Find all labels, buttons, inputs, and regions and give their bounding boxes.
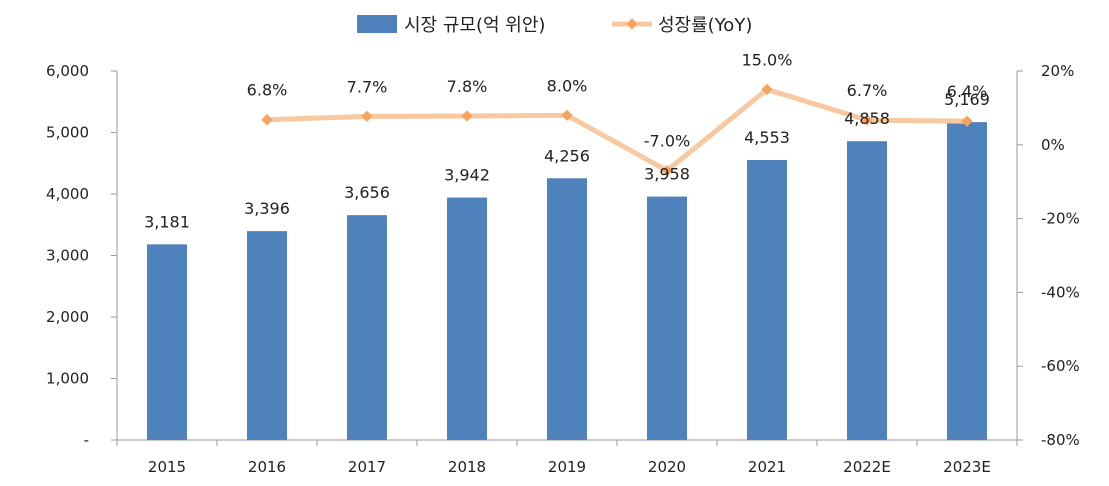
bar-value-label: 3,942 <box>444 166 490 185</box>
axes: - 1,000 2,000 3,000 4,000 5,000 6,000 -80% -60% -… <box>46 62 1080 476</box>
growth-value-label: 6.7% <box>847 81 888 100</box>
growth-marker <box>461 110 473 122</box>
legend-bar-label: 시장 규모(억 위안) <box>404 15 545 36</box>
legend-line-label: 성장률(YoY) <box>658 15 752 36</box>
y-left-tick-label: 1,000 <box>46 370 89 388</box>
bar <box>847 141 887 440</box>
y-right-tick-label: -60% <box>1041 357 1080 375</box>
growth-value-label: 7.8% <box>447 77 488 96</box>
growth-value-label: 6.4% <box>947 82 988 101</box>
bar <box>147 244 187 440</box>
bar-series <box>147 122 987 441</box>
bar-value-label: 4,858 <box>844 109 890 128</box>
y-left-tick-label: 5,000 <box>46 124 89 142</box>
bar <box>347 215 387 440</box>
y-left-tick-label: 3,000 <box>46 247 89 265</box>
y-right-tick-label: -40% <box>1041 283 1080 301</box>
x-tick-label: 2023E <box>943 458 991 476</box>
x-tick-label: 2020 <box>648 458 686 476</box>
y-right-tick-label: -80% <box>1041 431 1080 449</box>
growth-value-label: -7.0% <box>644 132 690 151</box>
x-tick-label: 2018 <box>448 458 486 476</box>
y-left-tick-label: 2,000 <box>46 308 89 326</box>
bar <box>547 178 587 441</box>
growth-marker <box>661 164 673 177</box>
growth-marker <box>261 114 273 126</box>
bar <box>747 159 787 441</box>
growth-marker <box>361 110 373 123</box>
x-tick-label: 2015 <box>148 458 186 476</box>
bar <box>947 122 987 440</box>
x-tick-label: 2016 <box>248 458 286 476</box>
growth-line <box>266 86 968 174</box>
y-right-tick-label: -20% <box>1041 210 1080 228</box>
bar <box>647 196 687 440</box>
bar-value-label: 4,553 <box>744 128 790 147</box>
bar-value-label: 3,958 <box>644 165 690 184</box>
legend-bar-swatch <box>357 15 397 33</box>
bar <box>247 231 287 440</box>
bar-value-label: 3,181 <box>144 212 190 231</box>
legend: 시장 규모(억 위안) 성장률(YoY) <box>357 15 752 36</box>
y-right-tick-label: 20% <box>1041 62 1074 80</box>
bar-value-label: 4,256 <box>544 146 590 165</box>
y-left-tick-label: 4,000 <box>46 185 89 203</box>
growth-value-label: 15.0% <box>742 50 793 69</box>
x-tick-label: 2022E <box>843 458 891 476</box>
bar-value-label: 5,169 <box>944 90 990 109</box>
bar-value-label: 3,656 <box>344 183 390 202</box>
legend-line-marker <box>626 18 638 30</box>
growth-value-label: 7.7% <box>347 77 388 96</box>
bar-value-label: 3,396 <box>244 199 290 218</box>
x-tick-label: 2017 <box>348 458 386 476</box>
y-left-tick-label: - <box>84 431 89 449</box>
y-right-tick-label: 0% <box>1041 136 1065 154</box>
growth-value-label: 6.8% <box>247 81 288 100</box>
x-tick-label: 2021 <box>748 458 786 476</box>
y-left-tick-label: 6,000 <box>46 62 89 80</box>
x-tick-label: 2019 <box>548 458 586 476</box>
bar <box>447 197 487 440</box>
growth-value-label: 8.0% <box>547 76 588 95</box>
data-labels: 3,181 3,396 3,656 3,942 4,256 3,958 4,553 4,858… <box>144 50 990 231</box>
